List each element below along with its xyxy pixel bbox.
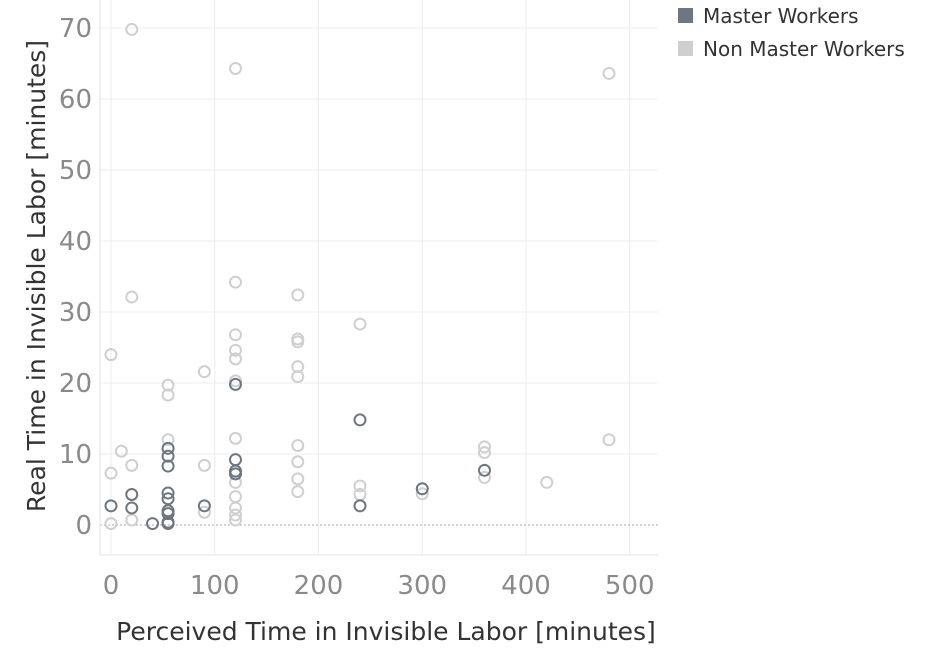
master-workers-point bbox=[161, 449, 175, 463]
non-master-workers-point bbox=[478, 440, 491, 454]
y-tick-label: 0 bbox=[75, 511, 92, 541]
master-workers-point bbox=[104, 499, 118, 513]
x-tick-label: 400 bbox=[501, 571, 551, 601]
x-tick-label: 500 bbox=[605, 571, 655, 601]
non-master-workers-point bbox=[104, 517, 118, 531]
non-master-workers-point bbox=[291, 370, 305, 384]
x-tick-label: 100 bbox=[190, 571, 240, 601]
non-master-workers-point bbox=[291, 455, 305, 469]
data-points bbox=[104, 22, 616, 531]
x-tick-label: 0 bbox=[103, 571, 120, 601]
y-tick-label: 50 bbox=[59, 156, 92, 186]
non-master-workers-point bbox=[353, 479, 367, 493]
non-master-workers-point bbox=[540, 475, 554, 489]
non-master-workers-point bbox=[229, 374, 242, 388]
master-workers-legend-swatch bbox=[678, 8, 693, 23]
master-workers-point bbox=[353, 413, 367, 427]
non-master-workers-point bbox=[229, 431, 242, 445]
non-master-workers-point bbox=[229, 501, 242, 515]
non-master-workers-point bbox=[229, 508, 242, 522]
y-tick-label: 70 bbox=[59, 14, 92, 44]
non-master-workers-point bbox=[125, 458, 139, 472]
master-workers-point bbox=[125, 487, 139, 501]
axes: 0 100 200 300 400 500 0 10 20 30 40 50 60 70 bbox=[59, 0, 658, 601]
non-master-workers-point bbox=[229, 352, 242, 366]
master-workers-legend-label: Master Workers bbox=[703, 4, 859, 28]
master-workers-point bbox=[146, 517, 159, 531]
non-master-workers-point bbox=[125, 22, 139, 36]
x-axis-title: Perceived Time in Invisible Labor [minut… bbox=[116, 617, 656, 646]
non-master-workers-point bbox=[197, 505, 211, 519]
non-master-workers-point bbox=[229, 328, 242, 342]
non-master-workers-point bbox=[291, 288, 305, 302]
non-master-workers-point bbox=[229, 275, 242, 289]
non-master-workers-point bbox=[353, 317, 367, 331]
non-master-workers-point bbox=[104, 348, 118, 362]
non-master-workers-point bbox=[197, 458, 211, 472]
master-workers-point bbox=[161, 459, 175, 473]
non-master-workers-point bbox=[229, 343, 242, 357]
non-master-workers-point bbox=[291, 485, 305, 499]
non-master-workers-point bbox=[415, 487, 429, 501]
master-workers-point bbox=[229, 453, 242, 467]
non-master-workers-point bbox=[114, 444, 128, 458]
master-workers-point bbox=[353, 499, 367, 513]
non-master-workers-point bbox=[291, 438, 305, 452]
non-master-workers-point bbox=[197, 365, 211, 379]
non-master-workers-point bbox=[478, 446, 491, 460]
non-master-workers-point bbox=[161, 433, 175, 447]
y-tick-label: 10 bbox=[59, 440, 92, 470]
non-master-workers-legend-swatch bbox=[678, 41, 693, 56]
non-master-workers-point bbox=[161, 378, 175, 392]
non-master-workers-point bbox=[229, 61, 242, 75]
non-master-workers-point bbox=[291, 360, 305, 374]
x-tick-label: 300 bbox=[397, 571, 447, 601]
master-workers-point bbox=[161, 504, 175, 518]
non-master-workers-point bbox=[602, 66, 616, 80]
y-tick-label: 60 bbox=[59, 85, 92, 115]
non-master-workers-point bbox=[161, 388, 175, 402]
non-master-workers-point bbox=[478, 470, 491, 484]
non-master-workers-legend-label: Non Master Workers bbox=[703, 37, 905, 61]
non-master-workers-point bbox=[602, 433, 616, 447]
grid bbox=[100, 0, 658, 555]
legend: Master Workers Non Master Workers bbox=[678, 4, 905, 61]
y-axis-title: Real Time in Invisible Labor [minutes] bbox=[22, 40, 51, 512]
master-workers-point bbox=[161, 492, 175, 506]
non-master-workers-point bbox=[291, 332, 305, 346]
master-workers-point bbox=[229, 377, 242, 391]
x-tick-label: 200 bbox=[294, 571, 344, 601]
master-workers-point bbox=[478, 463, 491, 477]
non-master-workers-point bbox=[229, 513, 242, 527]
non-master-workers-point bbox=[125, 290, 139, 304]
master-workers-point bbox=[125, 501, 139, 515]
non-master-workers-point bbox=[291, 472, 305, 486]
y-tick-label: 30 bbox=[59, 298, 92, 328]
master-workers-point bbox=[197, 499, 211, 513]
master-workers-point bbox=[161, 486, 175, 500]
non-master-workers-point bbox=[104, 466, 118, 480]
master-workers-point bbox=[415, 482, 429, 496]
non-master-workers-point bbox=[125, 513, 139, 527]
master-workers-point bbox=[161, 441, 175, 455]
y-tick-label: 20 bbox=[59, 369, 92, 399]
y-tick-label: 40 bbox=[59, 227, 92, 257]
non-master-workers-point bbox=[229, 490, 242, 504]
